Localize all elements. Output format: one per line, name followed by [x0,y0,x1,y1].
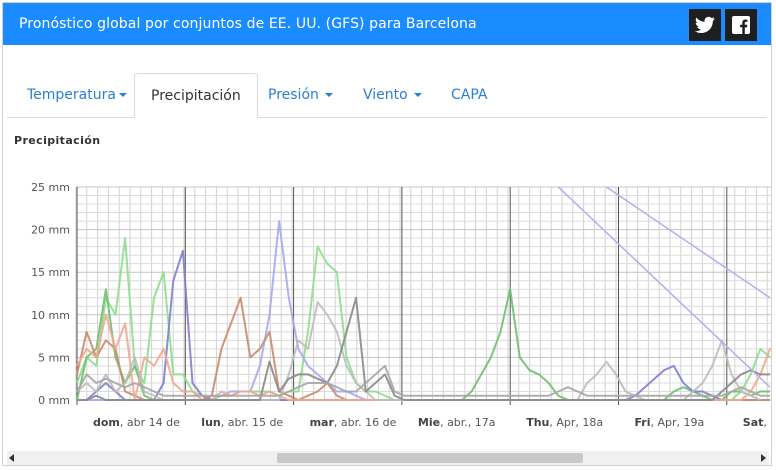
x-tick-label: mar, abr. 16 de [310,416,397,429]
x-tick-label: lun, abr. 15 de [201,416,283,429]
tab-precipitacion[interactable]: Precipitación [134,73,258,118]
x-tick-label: dom, abr 14 de [93,416,180,429]
y-tick-label: 5 mm [38,351,70,364]
left-arrow-icon[interactable] [9,454,14,462]
precip-series-line-0 [76,237,771,401]
precip-diagonal-line-b [605,187,771,299]
twitter-button[interactable] [689,9,721,41]
precip-series-line-6 [76,301,761,401]
x-tick-label: Mie, abr., 17a [418,416,496,429]
forecast-widget: Pronóstico global por conjuntos de EE. U… [2,2,772,466]
precip-series-line-7 [77,296,770,401]
caret-down-icon [324,93,333,97]
x-tick-label: Sat, [743,416,767,429]
scrollbar-thumb[interactable] [277,453,583,463]
tab-presion[interactable]: Presión [252,73,349,117]
tab-label: Viento [363,87,408,103]
precip-diagonal-line-a [557,187,771,388]
header-bar: Pronóstico global por conjuntos de EE. U… [3,3,771,45]
tab-viento[interactable]: Viento [347,73,438,117]
precip-series-line-8 [76,364,770,397]
precip-series-line-2 [77,249,770,401]
x-tick-label: Fri, Apr, 19a [635,416,705,429]
facebook-button[interactable] [725,9,757,41]
x-tick-label: Thu, Apr, 18a [526,416,603,429]
tab-label: Precipitación [151,88,241,104]
tab-label: CAPA [451,87,488,103]
facebook-icon [732,16,750,34]
precip-series-line-3 [77,220,770,401]
y-tick-label: 10 mm [31,309,70,322]
horizontal-scrollbar[interactable] [7,451,769,465]
chart-title: Precipitación [14,134,101,147]
page-title: Pronóstico global por conjuntos de EE. U… [19,16,477,32]
caret-down-icon [413,93,422,97]
precipitation-chart: 0 mm 5 mm 10 mm 15 mm 20 mm 25 mm dom, abr 14 … [31,181,771,429]
y-tick-label: 0 mm [38,394,70,407]
right-arrow-icon[interactable] [761,454,766,462]
y-tick-label: 20 mm [31,224,70,237]
y-tick-label: 25 mm [31,181,70,194]
caret-down-icon [118,93,127,97]
y-tick-label: 15 mm [31,266,70,279]
tab-label: Presión [268,87,319,103]
twitter-icon [695,16,715,33]
tab-temperatura[interactable]: Temperatura [11,73,143,117]
tab-capa[interactable]: CAPA [435,73,503,117]
tab-bar: Temperatura Precipitación Presión Viento… [7,73,767,118]
chart-grid [75,186,771,401]
tab-label: Temperatura [27,87,116,103]
